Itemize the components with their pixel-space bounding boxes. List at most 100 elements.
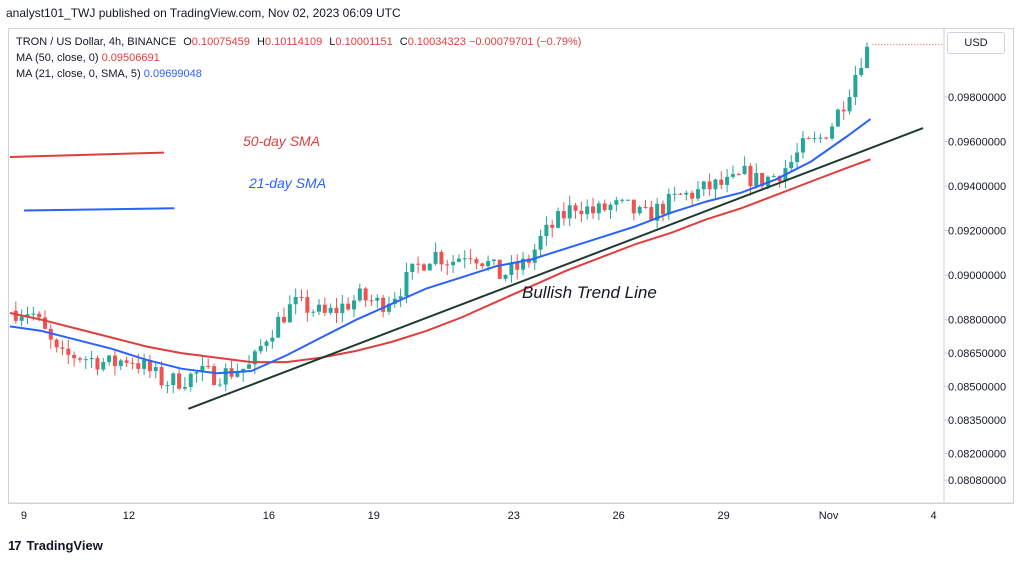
candle-body (596, 203, 601, 214)
candle-body (491, 259, 496, 262)
legend-ohlc-row: TRON / US Dollar, 4h, BINANCE O0.1007545… (16, 34, 581, 50)
candle-body (427, 263, 432, 271)
candle-body (200, 365, 205, 373)
candle-body (538, 235, 543, 250)
ma21-line (9, 118, 872, 375)
candle-body (322, 304, 327, 313)
candle-body (585, 206, 590, 215)
candle-body (194, 372, 199, 374)
candle-body (841, 109, 846, 112)
price-axis-label: 0.08800000 (948, 315, 1006, 327)
candle-body (346, 303, 351, 310)
candle-body (771, 176, 776, 178)
time-axis-label: 9 (21, 510, 27, 522)
candle-body (282, 316, 287, 323)
candle-body (276, 316, 281, 338)
legend-ma50-row[interactable]: MA (50, close, 0) 0.09506691 (16, 50, 581, 66)
candle-body (212, 366, 217, 385)
time-axis-label: 12 (123, 510, 135, 522)
candle-body (701, 181, 706, 190)
candle-body (795, 152, 800, 163)
candle-body (142, 359, 147, 369)
candle-body (649, 207, 654, 221)
candle-body (695, 189, 700, 199)
publisher-header: analyst101_TWJ published on TradingView.… (6, 6, 401, 20)
candle-body (118, 360, 123, 367)
price-axis-label: 0.09600000 (948, 136, 1006, 148)
overlays-layer (9, 44, 944, 410)
candle-body (299, 297, 304, 299)
candle-body (54, 339, 59, 348)
price-axis-label: 0.09400000 (948, 181, 1006, 193)
price-axis-label: 0.08650000 (948, 348, 1006, 360)
candle-body (521, 258, 526, 270)
candle-body (451, 261, 456, 266)
candle-body (719, 179, 724, 185)
candle-body (13, 310, 18, 321)
candle-body (800, 138, 805, 153)
candle-body (736, 174, 741, 176)
legend-ma21-row[interactable]: MA (21, close, 0, SMA, 5) 0.09699048 (16, 66, 581, 82)
candle-body (363, 288, 368, 301)
candle-body (357, 288, 362, 301)
candle-body (258, 345, 263, 352)
candle-body (107, 355, 112, 363)
candle-body (637, 206, 642, 214)
candle-body (37, 313, 42, 318)
candle-body (602, 203, 607, 211)
sma50-sample-line (9, 151, 164, 159)
candle-body (31, 313, 36, 315)
candle-body (509, 262, 514, 276)
low-key: L (329, 36, 336, 48)
low-value: 0.10001151 (335, 36, 393, 48)
time-axis-label: Nov (819, 510, 839, 522)
candle-body (334, 307, 339, 314)
candle-body (60, 347, 65, 349)
ma50-value: 0.09506691 (101, 52, 160, 64)
candle-body (631, 199, 636, 214)
ma50-line (9, 158, 871, 364)
candle-body (865, 46, 870, 69)
candle-body (725, 176, 730, 185)
candle-body (666, 193, 671, 215)
tradingview-logo[interactable]: 17 TradingView (8, 538, 103, 553)
candle-body (101, 362, 106, 370)
close-key: C (399, 36, 408, 48)
candle-body (311, 311, 316, 313)
candle-body (375, 297, 380, 301)
candle-body (317, 304, 322, 312)
candle-body (643, 206, 648, 208)
candle-body (468, 258, 473, 260)
candle-body (660, 203, 665, 215)
sma21-sample-line (23, 207, 175, 212)
candle-body (480, 263, 485, 267)
candle-body (742, 165, 747, 175)
candle-body (445, 264, 450, 266)
candle-body (678, 193, 683, 195)
candle-body (72, 354, 77, 359)
time-axis-label: 29 (717, 510, 729, 522)
candle-body (287, 304, 292, 323)
price-axis-label: 0.09000000 (948, 270, 1006, 282)
candle-body (748, 165, 753, 187)
candle-body (398, 296, 403, 299)
candle-body (252, 351, 257, 365)
candle-body (497, 259, 502, 279)
candle-body (626, 199, 631, 201)
chart-legend: TRON / US Dollar, 4h, BINANCE O0.1007545… (16, 34, 581, 82)
time-axis-label: 23 (508, 510, 520, 522)
price-axis-label: 0.08200000 (948, 448, 1006, 460)
bullish-trend-line (188, 127, 924, 410)
candle-body (544, 224, 549, 236)
currency-button[interactable]: USD (947, 32, 1005, 54)
candle-body (532, 249, 537, 263)
candle-body (182, 387, 187, 389)
candle-body (579, 210, 584, 215)
candle-body (381, 297, 386, 312)
candle-body (130, 362, 135, 364)
candle-body (556, 211, 561, 228)
candle-body (730, 174, 735, 177)
candle-body (136, 363, 141, 369)
close-value: 0.10034323 (407, 36, 466, 48)
candle-body (89, 358, 94, 360)
